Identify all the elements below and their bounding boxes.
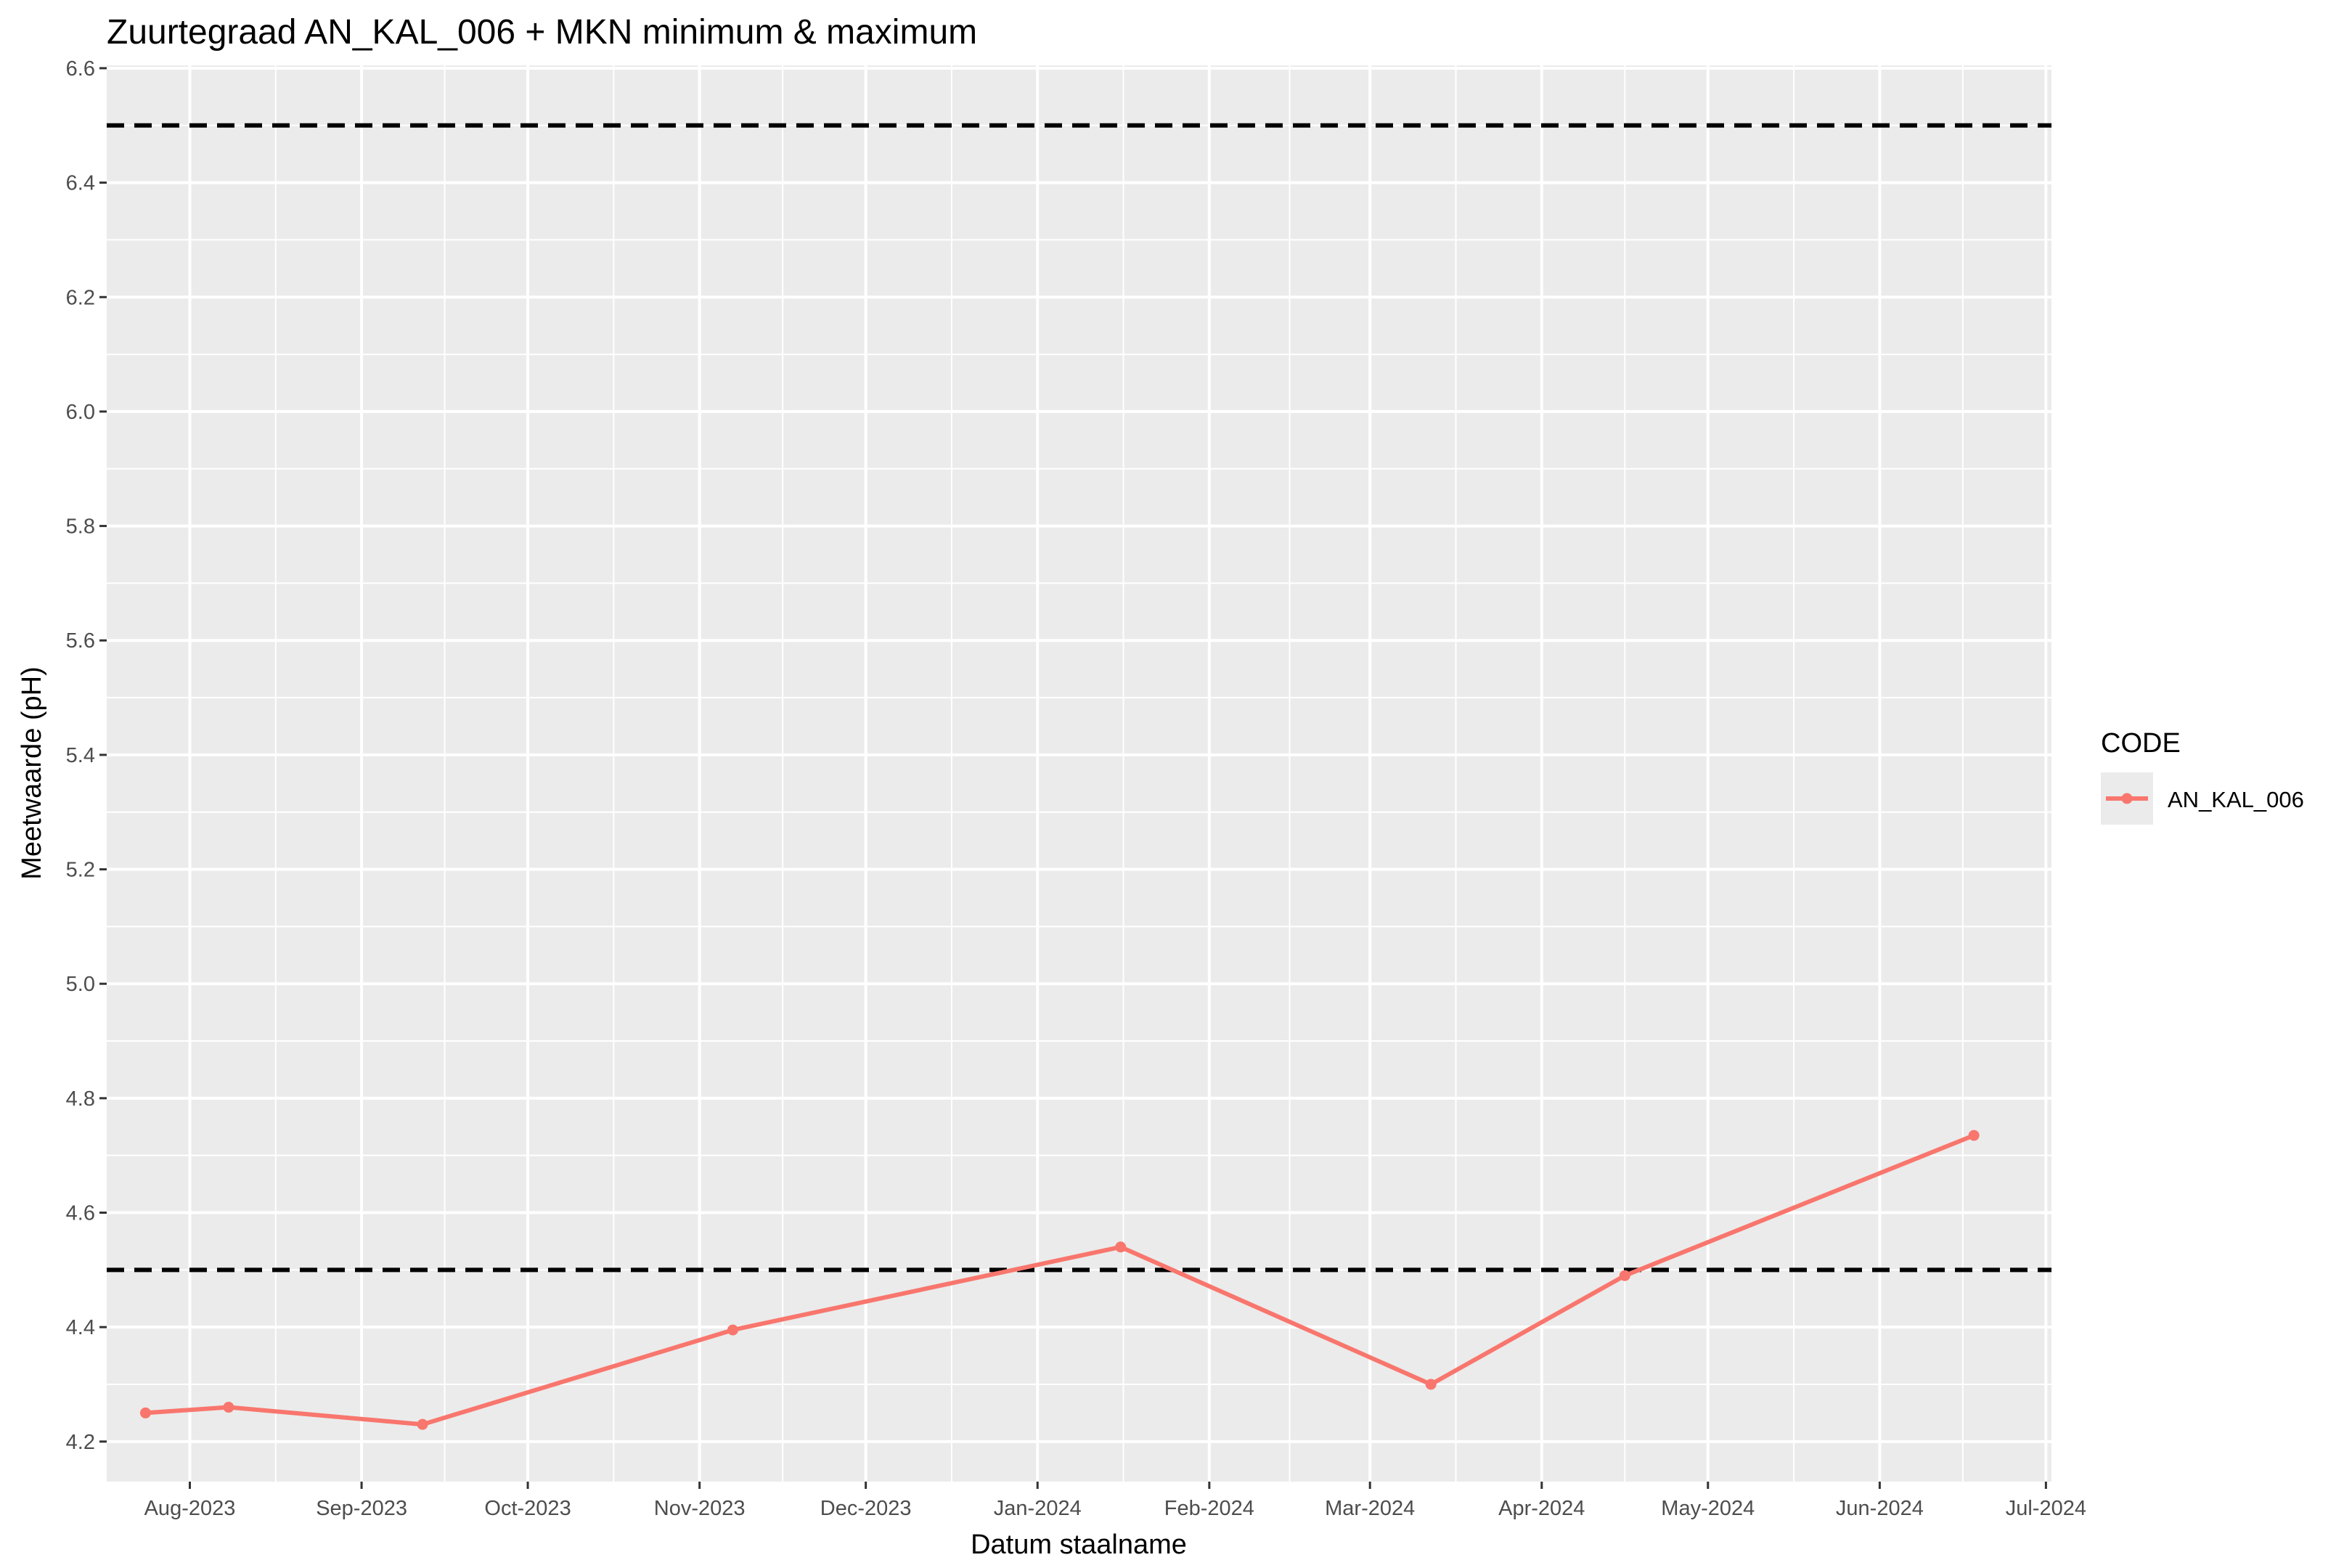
x-tick-label: Sep-2023 <box>316 1497 407 1520</box>
y-tick-label: 5.6 <box>66 629 95 653</box>
data-point <box>417 1418 428 1430</box>
legend: CODE AN_KAL_006 <box>2101 728 2304 825</box>
legend-label-an-kal-006: AN_KAL_006 <box>2168 787 2304 812</box>
y-axis: 4.2 4.4 4.6 4.8 5.0 5.2 5.4 5.6 5.8 6.0 6.2 6.4 6.6 <box>66 57 107 1454</box>
series-layer <box>139 1130 1980 1430</box>
y-tick-label: 4.6 <box>66 1202 95 1225</box>
data-point <box>1619 1270 1630 1281</box>
y-tick-label: 6.6 <box>66 57 95 81</box>
x-tick-label: Aug-2023 <box>144 1497 236 1520</box>
x-tick-label: Dec-2023 <box>820 1497 912 1520</box>
chart-title: Zuurtegraad AN_KAL_006 + MKN minimum & m… <box>107 13 977 52</box>
reference-lines <box>107 123 2051 1273</box>
x-tick-label: Apr-2024 <box>1498 1497 1585 1520</box>
y-tick-label: 5.0 <box>66 973 95 996</box>
x-tick-label: May-2024 <box>1661 1497 1755 1520</box>
plot-panel <box>107 65 2051 1482</box>
x-tick-label: Jan-2024 <box>994 1497 1082 1520</box>
y-tick-label: 5.8 <box>66 515 95 539</box>
data-point <box>223 1402 234 1413</box>
data-point <box>1115 1241 1127 1253</box>
y-tick-label: 4.4 <box>66 1316 95 1339</box>
x-tick-label: Nov-2023 <box>654 1497 746 1520</box>
minor-gridlines <box>107 65 2051 1482</box>
series-line <box>145 1133 1975 1427</box>
data-point <box>1425 1379 1437 1390</box>
legend-key-point <box>2121 793 2133 804</box>
data-point <box>727 1324 738 1336</box>
y-tick-label: 4.2 <box>66 1431 95 1454</box>
y-tick-label: 4.8 <box>66 1087 95 1111</box>
y-tick-label: 5.2 <box>66 859 95 882</box>
legend-title: CODE <box>2101 728 2181 759</box>
x-axis-title: Datum staalname <box>971 1530 1187 1560</box>
y-axis-title: Meetwaarde (pH) <box>17 666 47 880</box>
major-gridlines <box>107 65 2051 1482</box>
x-tick-label: Oct-2023 <box>484 1497 571 1520</box>
x-tick-label: Jun-2024 <box>1836 1497 1924 1520</box>
x-tick-label: Feb-2024 <box>1164 1497 1254 1520</box>
x-axis: Aug-2023 Sep-2023 Oct-2023 Nov-2023 Dec-2023… <box>144 1482 2086 1520</box>
y-tick-label: 6.4 <box>66 172 95 195</box>
x-tick-label: Mar-2024 <box>1325 1497 1415 1520</box>
y-tick-label: 6.0 <box>66 401 95 424</box>
y-tick-label: 5.4 <box>66 744 95 767</box>
y-tick-label: 6.2 <box>66 286 95 309</box>
data-point <box>139 1407 151 1418</box>
data-point <box>1968 1130 1980 1141</box>
x-tick-label: Jul-2024 <box>2006 1497 2086 1520</box>
